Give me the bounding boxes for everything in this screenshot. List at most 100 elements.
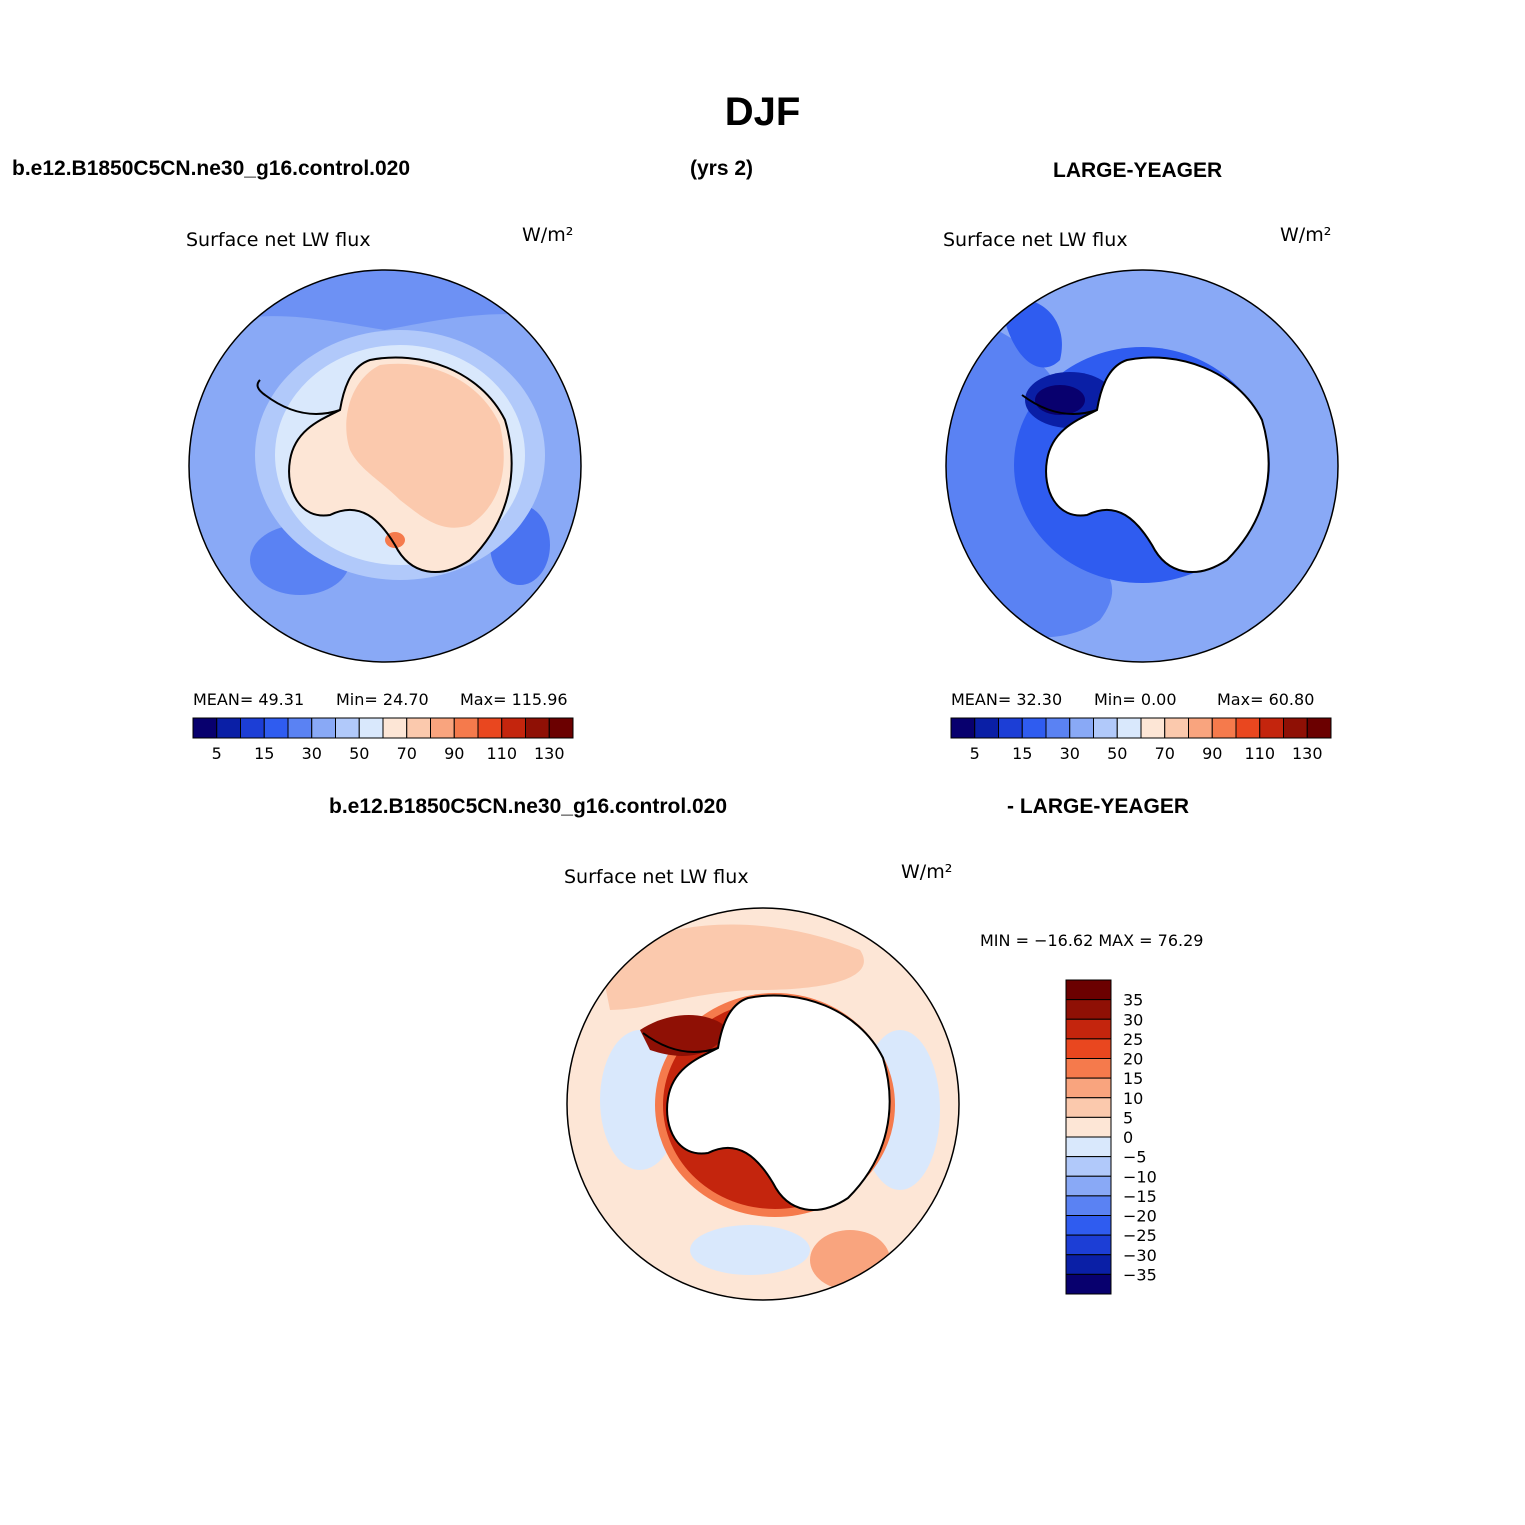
colorbar-model-swatch — [477, 717, 503, 739]
case-label: b.e12.B1850C5CN.ne30_g16.control.020 — [12, 157, 411, 180]
colorbar-diff-swatch — [1065, 1234, 1112, 1256]
colorbar-obs-swatch — [1069, 717, 1094, 739]
colorbar-model-swatch — [358, 717, 384, 739]
antarctica-coastline-1 — [288, 356, 513, 573]
colorbar-diff-swatch — [1065, 979, 1112, 1001]
colorbar-obs-swatch — [950, 717, 976, 739]
colorbar-obs-swatch — [1259, 717, 1284, 739]
colorbar-obs-tick-label: 130 — [1292, 744, 1323, 763]
colorbar-model-tick-label: 5 — [212, 744, 222, 763]
colorbar-obs: 5 15 30 50 70 90 110 130 — [950, 717, 1332, 763]
colorbar-obs-tick-label: 5 — [970, 744, 980, 763]
colorbar-diff-swatch — [1065, 1215, 1112, 1236]
colorbar-diff-swatch — [1065, 999, 1112, 1020]
panel2-mean: MEAN= 32.30 — [951, 690, 1063, 709]
panel2-units: W/m² — [1280, 224, 1332, 246]
panel1-max: Max= 115.96 — [460, 690, 568, 709]
colorbar-model-swatch — [548, 717, 574, 739]
diff-obs-label: - LARGE-YEAGER — [1007, 795, 1190, 818]
years-label: (yrs 2) — [690, 157, 754, 180]
colorbar-obs-swatch — [1093, 717, 1118, 739]
panel3-minmax: MIN = −16.62 MAX = 76.29 — [980, 931, 1204, 950]
colorbar-diff-tick-label: −30 — [1123, 1246, 1157, 1265]
colorbar-model-swatch — [311, 717, 336, 739]
colorbar-model: 5 15 30 50 70 90 110 130 — [192, 717, 574, 763]
colorbar-model-swatch — [335, 717, 360, 739]
colorbar-obs-tick-label: 15 — [1012, 744, 1032, 763]
colorbar-obs-swatch — [1283, 717, 1308, 739]
panel1-variable: Surface net LW flux — [186, 229, 371, 251]
colorbar-diff-tick-label: 30 — [1123, 1010, 1143, 1029]
map-model-border — [188, 269, 582, 663]
antarctica-coastline-2 — [1045, 356, 1270, 573]
colorbar-diff-swatch — [1065, 1156, 1112, 1177]
colorbar-model-swatch — [430, 717, 455, 739]
colorbar-model-tick-label: 70 — [397, 744, 417, 763]
panel3-variable: Surface net LW flux — [564, 866, 749, 888]
colorbar-diff-tick-label: 5 — [1123, 1108, 1133, 1127]
colorbar-diff-tick-label: 35 — [1123, 991, 1143, 1010]
page-title: DJF — [724, 90, 801, 134]
colorbar-obs-swatch — [1140, 717, 1166, 739]
colorbar-diff-tick-label: 20 — [1123, 1050, 1143, 1069]
colorbar-obs-swatch — [1164, 717, 1189, 739]
colorbar-obs-swatch — [1045, 717, 1071, 739]
antarctica-coastline-3 — [666, 994, 891, 1211]
colorbar-obs-swatch — [1188, 717, 1213, 739]
colorbar-diff-swatch — [1065, 1254, 1112, 1275]
colorbar-diff-swatch — [1065, 1136, 1112, 1158]
peninsula-coastline-1 — [256, 379, 341, 416]
colorbar-model-swatch — [263, 717, 289, 739]
colorbar-model-swatch — [382, 717, 408, 739]
diff-case-label: b.e12.B1850C5CN.ne30_g16.control.020 — [329, 795, 728, 818]
colorbar-obs-swatch — [998, 717, 1023, 739]
colorbar-diff-tick-label: −20 — [1123, 1207, 1157, 1226]
colorbar-diff-tick-label: −35 — [1123, 1265, 1157, 1284]
colorbar-diff-tick-label: 10 — [1123, 1089, 1143, 1108]
colorbar-obs-tick-label: 90 — [1202, 744, 1222, 763]
colorbar-model-swatch — [453, 717, 479, 739]
colorbar-model-tick-label: 15 — [254, 744, 274, 763]
colorbar-obs-swatch — [1021, 717, 1047, 739]
colorbar-model-swatch — [406, 717, 431, 739]
colorbar-model-swatch — [525, 717, 550, 739]
colorbar-model-swatch — [287, 717, 313, 739]
panel2-min: Min= 0.00 — [1094, 690, 1177, 709]
colorbar-obs-tick-label: 30 — [1060, 744, 1080, 763]
colorbar-diff-tick-label: −10 — [1123, 1167, 1157, 1186]
peninsula-coastline-2 — [1021, 394, 1098, 416]
colorbar-diff-swatch — [1065, 1058, 1112, 1079]
colorbar-model-tick-label: 130 — [534, 744, 565, 763]
colorbar-diff-swatch — [1065, 1273, 1112, 1295]
colorbar-model-tick-label: 50 — [349, 744, 369, 763]
colorbar-model-tick-label: 90 — [444, 744, 464, 763]
colorbar-diff-tick-label: 25 — [1123, 1030, 1143, 1049]
colorbar-diff-tick-label: 15 — [1123, 1069, 1143, 1088]
panel3-units: W/m² — [901, 861, 953, 883]
colorbar-diff-swatch — [1065, 1195, 1112, 1216]
colorbar-diff-swatch — [1065, 1097, 1112, 1118]
colorbar-diff-tick-label: −25 — [1123, 1226, 1157, 1245]
colorbar-diff-tick-label: −5 — [1123, 1148, 1147, 1167]
peninsula-coastline-3 — [642, 1032, 719, 1054]
map-obs-border — [945, 269, 1339, 663]
colorbar-model-swatch — [501, 717, 526, 739]
colorbar-obs-swatch — [974, 717, 999, 739]
colorbar-obs-swatch — [1211, 717, 1237, 739]
colorbar-model-swatch — [240, 717, 265, 739]
map-diff-border — [566, 907, 960, 1301]
panel2-max: Max= 60.80 — [1217, 690, 1315, 709]
colorbar-diff-swatch — [1065, 1175, 1112, 1197]
panel1-min: Min= 24.70 — [336, 690, 429, 709]
colorbar-diff-swatch — [1065, 1077, 1112, 1099]
colorbar-diff-swatch — [1065, 1116, 1112, 1138]
colorbar-obs-swatch — [1116, 717, 1142, 739]
colorbar-obs-tick-label: 110 — [1244, 744, 1275, 763]
colorbar-diff-swatch — [1065, 1018, 1112, 1040]
colorbar-obs-swatch — [1306, 717, 1332, 739]
colorbar-diff-swatch — [1065, 1038, 1112, 1059]
